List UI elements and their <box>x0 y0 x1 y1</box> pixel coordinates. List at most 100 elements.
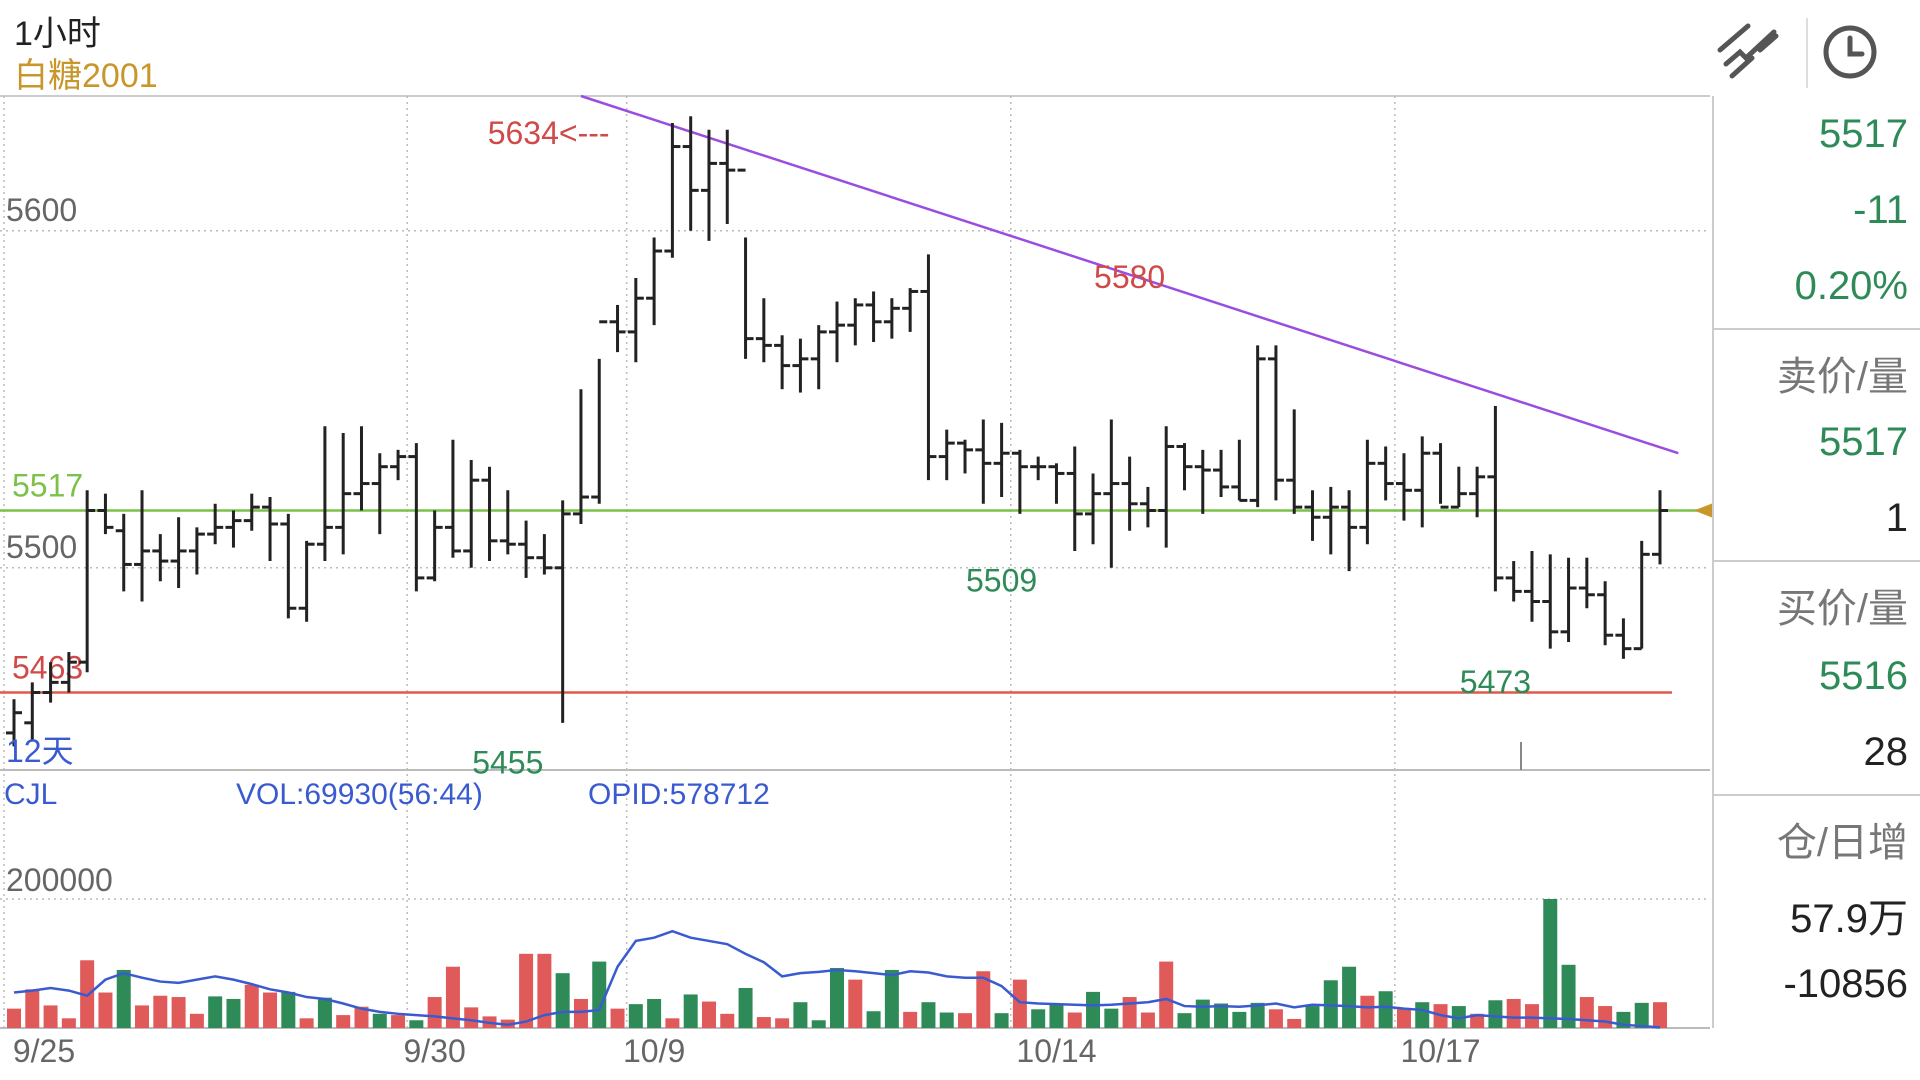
volume-bar <box>98 992 113 1028</box>
ohlc-bar <box>1450 466 1467 509</box>
open-interest-change: -10856 <box>1783 962 1908 1006</box>
price-change-percent: 0.20% <box>1794 264 1908 308</box>
volume-bar <box>25 989 40 1028</box>
volume-bar <box>391 1015 406 1028</box>
ohlc-bar <box>1615 618 1632 659</box>
volume-bar <box>1104 1008 1119 1028</box>
ohlc-bar <box>225 510 242 548</box>
volume-bar <box>1598 1006 1613 1028</box>
ohlc-bar <box>810 325 827 390</box>
ohlc-bar <box>316 426 333 562</box>
volume-bar <box>775 1018 790 1028</box>
panel-divider <box>1714 794 1920 796</box>
ohlc-bar <box>1359 439 1376 545</box>
ohlc-bar <box>993 422 1010 498</box>
ohlc-bar <box>170 517 187 589</box>
volume-bar <box>976 971 991 1028</box>
drawing-tool-icon[interactable] <box>1712 14 1784 86</box>
ohlc-bar <box>957 439 974 474</box>
volume-bar <box>848 979 863 1028</box>
chart-period[interactable]: 1小时 <box>14 15 101 53</box>
volume-bar <box>244 984 259 1028</box>
ohlc-bar <box>1103 419 1120 568</box>
volume-bar <box>189 1013 204 1028</box>
volume-bar <box>61 1018 76 1028</box>
volume-bar <box>1268 1009 1283 1028</box>
ohlc-bar <box>829 301 845 363</box>
instrument-name[interactable]: 白糖2001 <box>14 57 158 95</box>
ohlc-bar <box>1085 473 1102 545</box>
volume-bar <box>208 996 223 1028</box>
ohlc-bar <box>1578 557 1595 609</box>
volume-bar <box>1012 979 1027 1028</box>
x-tick-label: 10/17 <box>1400 1033 1480 1069</box>
ohlc-bar <box>24 682 41 740</box>
last-price: 5517 <box>1819 112 1908 156</box>
volume-bar <box>555 973 570 1028</box>
ohlc-bar <box>1158 426 1175 548</box>
ohlc-bar <box>1231 439 1248 502</box>
x-tick-label: 10/9 <box>623 1033 685 1069</box>
ohlc-bar <box>408 443 425 592</box>
volume-bar <box>1031 1009 1046 1028</box>
ohlc-bar <box>1432 443 1449 509</box>
ohlc-bar <box>1542 554 1559 649</box>
volume-bar <box>720 1013 735 1028</box>
volume-bar <box>1195 999 1210 1028</box>
quote-panel: 5517 -11 0.20% 卖价/量 5517 1 买价/量 5516 28 … <box>1712 96 1920 1028</box>
volume-bar <box>647 998 662 1028</box>
ohlc-bar <box>920 254 937 481</box>
ask-label: 卖价/量 <box>1776 355 1908 399</box>
ohlc-bar <box>152 534 169 582</box>
volume-bar <box>171 997 186 1028</box>
x-tick-label: 9/30 <box>404 1033 466 1069</box>
volume-bar <box>866 1011 881 1028</box>
volume-bar <box>336 1015 351 1028</box>
period-badge: 12天 <box>6 733 74 769</box>
volume-bar <box>1287 1018 1302 1028</box>
ohlc-bar <box>335 433 352 555</box>
volume-bar <box>153 995 168 1028</box>
volume-bar <box>610 1008 625 1028</box>
ohlc-bar <box>1011 449 1028 514</box>
clock-icon[interactable] <box>1814 14 1886 86</box>
volume-bar <box>1506 998 1521 1028</box>
vol-readout: VOL:69930(56:44) <box>236 778 483 811</box>
volume-bar <box>884 969 899 1028</box>
ohlc-bar <box>207 503 224 545</box>
volume-bar <box>1086 991 1101 1028</box>
volume-bar <box>299 1018 314 1028</box>
low-label-2: 5509 <box>966 562 1037 598</box>
toolbar-divider <box>1806 18 1808 88</box>
volume-bar <box>317 997 332 1028</box>
volume-bar <box>1232 1011 1247 1028</box>
volume-bar <box>756 1017 771 1028</box>
ohlc-bar <box>371 453 388 535</box>
volume-bar <box>628 1004 643 1028</box>
support-line-label: 5463 <box>12 649 83 685</box>
volume-bar <box>519 953 534 1028</box>
ohlc-bar <box>1414 436 1431 528</box>
ohlc-bar <box>481 466 498 562</box>
price-chart[interactable]: 5600 5500 200000 5517 5463 5634<--- 5580 5455 55… <box>0 0 1712 1080</box>
ohlc-bar <box>134 490 151 602</box>
volume-bar <box>1342 966 1357 1028</box>
ohlc-bar <box>700 129 717 241</box>
volume-bar <box>592 961 607 1028</box>
ohlc-bar <box>1249 345 1266 508</box>
bid-volume: 28 <box>1863 730 1909 774</box>
ohlc-bar <box>774 335 791 390</box>
ohlc-bar <box>243 493 260 531</box>
volume-bar <box>1250 1002 1265 1028</box>
ohlc-bar <box>1030 456 1047 481</box>
low-label-3: 5473 <box>1460 664 1531 700</box>
ohlc-bar <box>1194 449 1211 514</box>
volume-bar <box>7 1008 21 1028</box>
ohlc-bar <box>280 513 297 619</box>
ohlc-bar <box>42 662 59 703</box>
ohlc-bar <box>1322 486 1339 555</box>
volume-bar <box>445 966 460 1028</box>
ohlc-bar <box>902 288 919 332</box>
volume-bar <box>701 1001 716 1028</box>
ohlc-bar <box>262 497 279 562</box>
